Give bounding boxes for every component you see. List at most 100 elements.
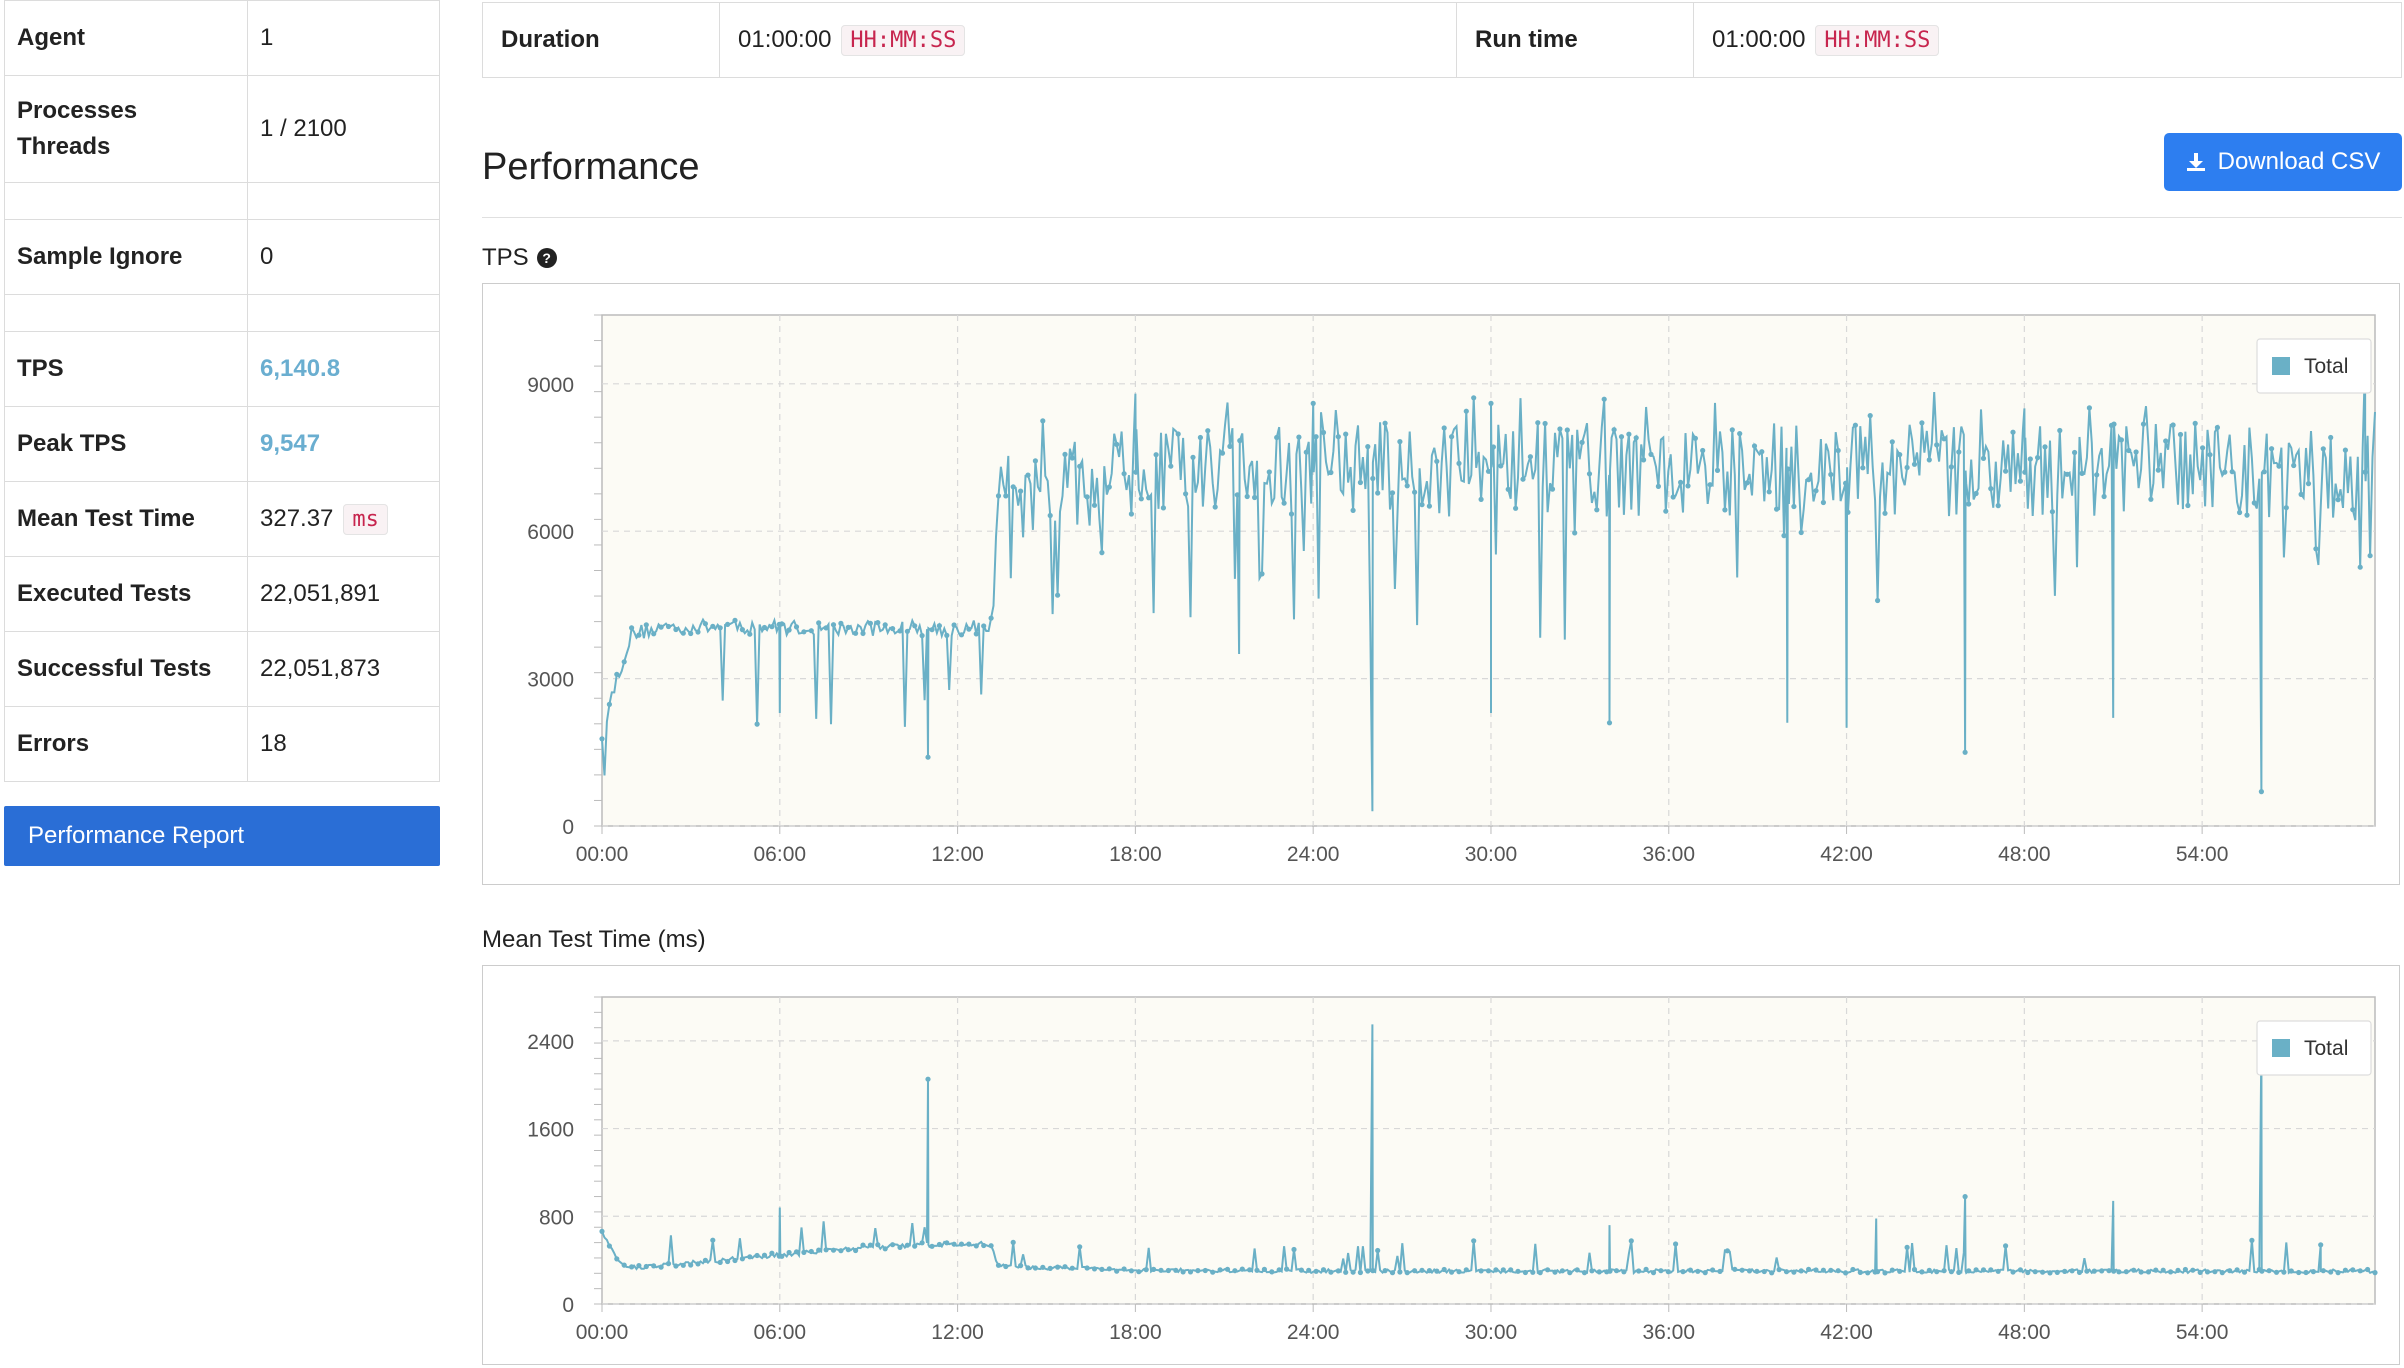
data-point	[1559, 1268, 1565, 1274]
y-tick-label: 0	[562, 816, 574, 839]
data-point	[1621, 1269, 1627, 1275]
data-point	[1781, 533, 1787, 539]
x-tick-label: 30:00	[1465, 843, 1518, 866]
data-point	[2222, 469, 2228, 475]
data-point	[1934, 442, 1940, 448]
series-line-total	[601, 359, 2376, 812]
data-point	[793, 624, 800, 630]
x-tick-label: 54:00	[2176, 1321, 2229, 1344]
data-point	[1003, 1263, 1009, 1270]
data-point	[1739, 1267, 1745, 1273]
data-point	[2175, 1267, 2181, 1273]
x-tick-label: 36:00	[1642, 843, 1695, 866]
stats-value-cell: 1 / 2100	[247, 75, 440, 183]
data-point	[1700, 447, 1706, 454]
data-point	[1441, 1266, 1447, 1273]
data-point	[2182, 1266, 2188, 1273]
duration-value: 01:00:00	[738, 26, 832, 53]
data-point	[823, 625, 829, 631]
data-point	[944, 1240, 950, 1246]
data-point	[1010, 484, 1016, 490]
stats-value-cell: 22,051,891	[247, 556, 440, 632]
data-point	[2111, 421, 2117, 427]
data-point	[1589, 1268, 1595, 1274]
data-point	[725, 1258, 731, 1265]
data-point	[1062, 1264, 1068, 1270]
data-point	[1956, 1269, 1962, 1275]
data-point	[2042, 444, 2048, 450]
x-tick-label: 18:00	[1109, 843, 1162, 866]
data-point	[1594, 507, 1600, 513]
data-point	[1596, 1269, 1602, 1275]
data-point	[1493, 1267, 1499, 1273]
mean-test-time-chart-panel: 0 800 1600 2400 00:00 06:00 12:00 18:00 24:00 30:…	[482, 965, 2400, 1365]
data-point	[1237, 438, 1243, 444]
data-point	[1751, 443, 1758, 449]
data-point	[1426, 503, 1432, 509]
data-point	[1335, 1268, 1341, 1274]
data-point	[1586, 471, 1593, 477]
data-point	[680, 630, 686, 636]
data-point	[1732, 1266, 1738, 1272]
data-point	[2335, 1270, 2341, 1276]
download-csv-button[interactable]: Download CSV	[2164, 133, 2402, 191]
data-point	[1717, 1268, 1723, 1274]
data-point	[1934, 1269, 1940, 1275]
data-point	[643, 622, 649, 628]
data-point	[1754, 1268, 1760, 1274]
legend-box	[2256, 1020, 2372, 1076]
data-point	[838, 620, 844, 626]
data-point	[1520, 476, 1526, 482]
help-icon[interactable]: ?	[536, 248, 557, 268]
data-point	[1099, 1266, 1105, 1272]
data-point	[1382, 420, 1388, 426]
data-point	[897, 1244, 903, 1250]
data-point	[2365, 1266, 2371, 1273]
data-point	[1091, 1266, 1098, 1272]
data-point	[2288, 1268, 2294, 1274]
data-point	[2266, 1268, 2272, 1274]
stats-key: Errors	[4, 706, 248, 782]
data-point	[1303, 449, 1309, 455]
data-point	[1663, 508, 1669, 514]
data-point	[1911, 461, 1918, 467]
data-point	[2072, 449, 2078, 456]
data-point	[1187, 1269, 1194, 1275]
data-point	[1310, 400, 1316, 406]
download-icon	[2186, 153, 2205, 171]
data-point	[1485, 1268, 1492, 1274]
data-point	[919, 1240, 925, 1246]
stats-value-cell: 6,140.8	[247, 331, 440, 407]
stats-key	[4, 182, 248, 220]
data-point	[1626, 431, 1632, 437]
data-point	[1219, 450, 1226, 456]
data-point	[702, 621, 708, 627]
data-point	[830, 622, 837, 628]
stats-value-cell: 0	[247, 219, 440, 295]
data-point	[651, 631, 657, 637]
data-point	[944, 632, 950, 638]
data-point	[1133, 469, 1139, 475]
performance-report-button[interactable]: Performance Report	[4, 806, 440, 866]
data-point	[1505, 486, 1511, 492]
data-point	[816, 1247, 822, 1253]
data-point	[1284, 1266, 1290, 1272]
data-point	[1449, 434, 1455, 440]
data-point	[1798, 529, 1804, 536]
data-point	[1343, 1269, 1349, 1275]
data-point	[1252, 494, 1258, 501]
data-point	[2261, 469, 2267, 475]
stats-key: Peak TPS	[4, 406, 248, 482]
data-point	[2258, 789, 2264, 795]
data-point	[1852, 422, 1858, 428]
data-point	[2372, 1270, 2378, 1276]
data-point	[2204, 1269, 2211, 1275]
data-point	[1165, 1267, 1171, 1274]
data-point	[1224, 1266, 1231, 1272]
data-point	[2131, 1267, 2137, 1273]
data-point	[875, 620, 881, 626]
data-point	[2190, 1267, 2196, 1273]
data-point	[1195, 1268, 1201, 1274]
data-point	[1759, 449, 1765, 455]
data-point	[1210, 1269, 1216, 1275]
